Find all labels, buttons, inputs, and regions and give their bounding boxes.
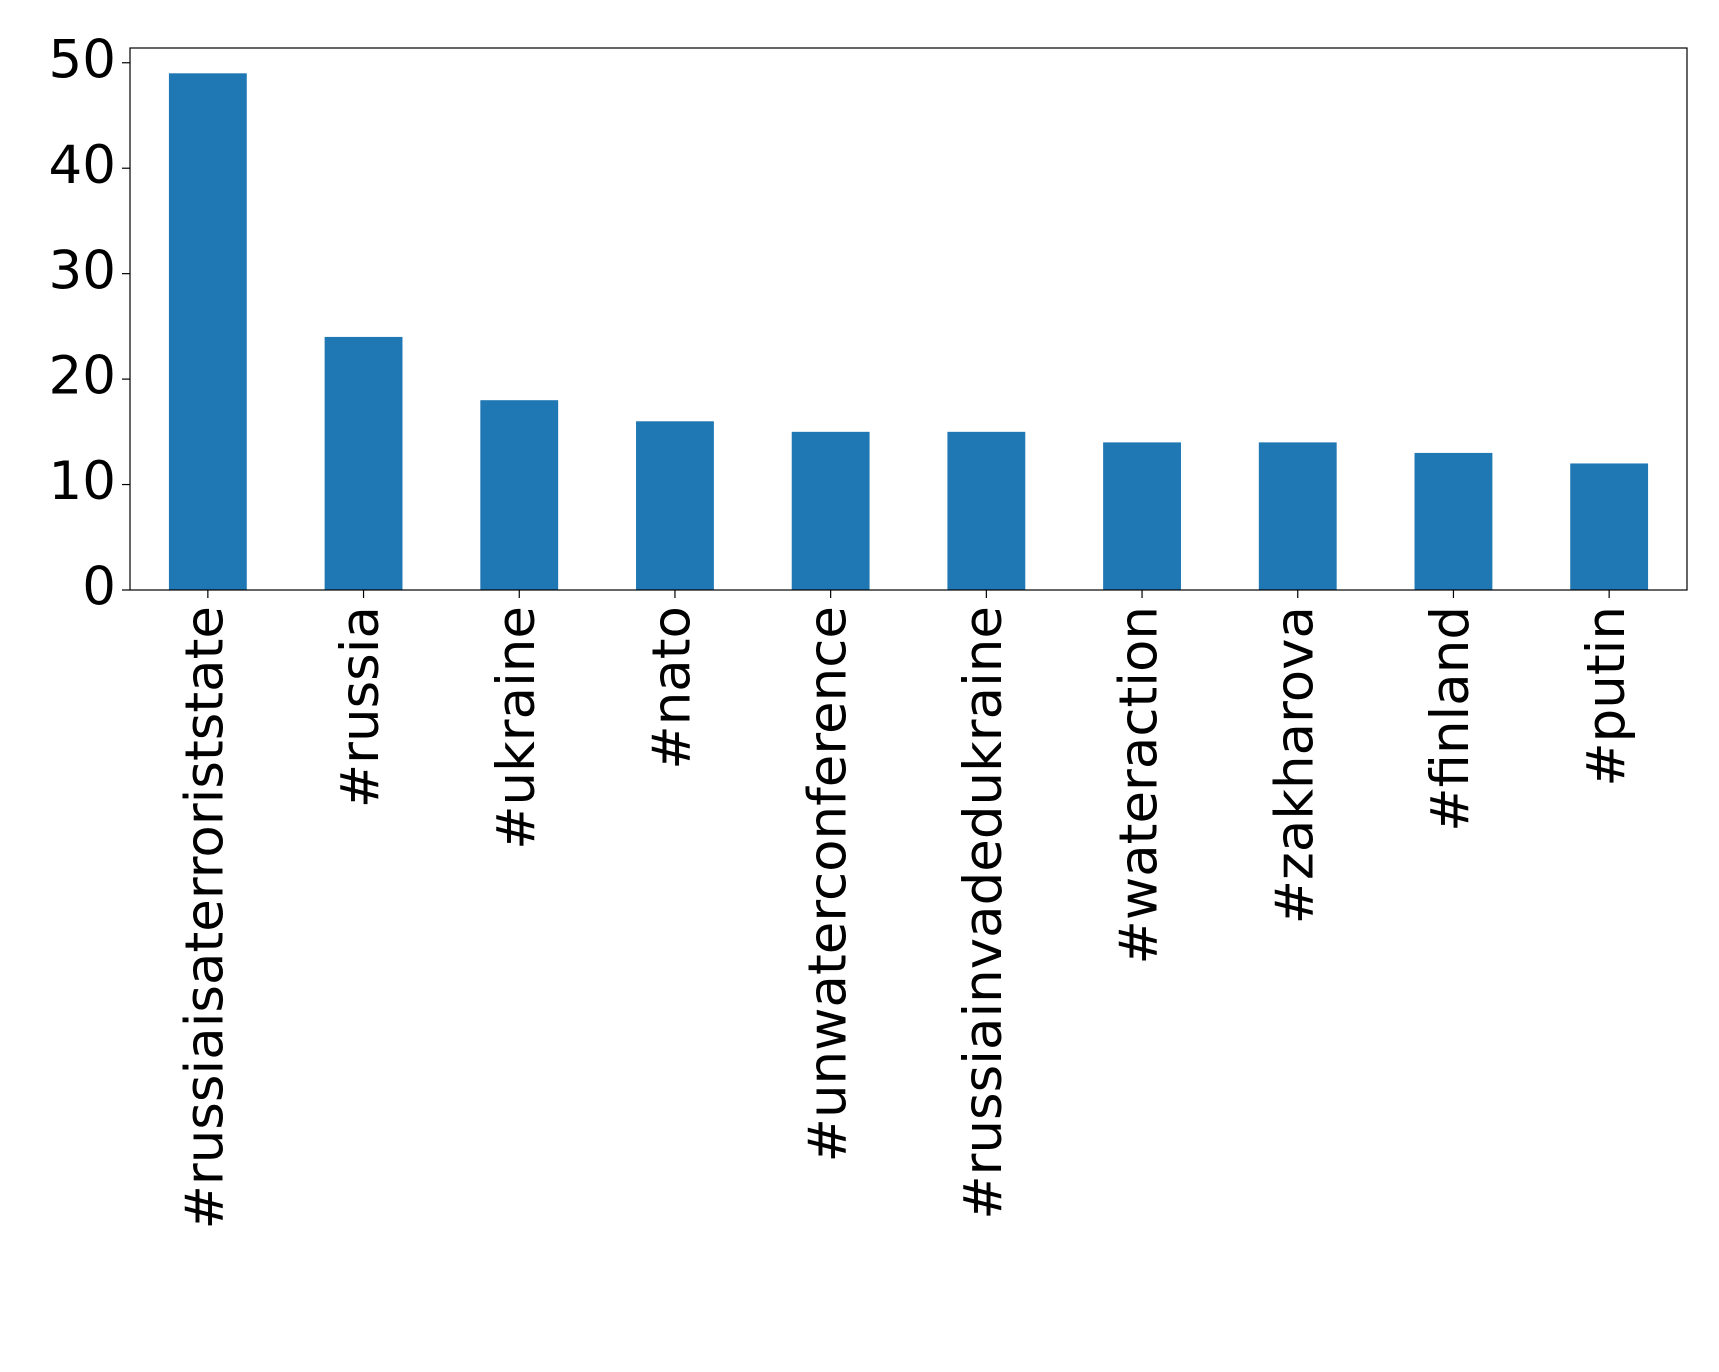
x-tick-label: #nato — [642, 606, 703, 770]
y-tick-label: 40 — [49, 135, 116, 196]
x-tick-label: #ukraine — [486, 606, 547, 850]
y-tick-label: 50 — [49, 29, 116, 90]
y-tick-label: 30 — [49, 240, 116, 301]
bar — [947, 431, 1026, 590]
x-tick-label: #zakharova — [1264, 606, 1325, 924]
x-tick-label: #russiainvadedukraine — [953, 606, 1014, 1220]
bar — [1570, 463, 1649, 590]
x-tick-label: #russia — [330, 606, 391, 808]
bar — [1258, 442, 1337, 590]
bar — [480, 400, 559, 590]
bar — [324, 336, 403, 590]
x-tick-label: #putin — [1576, 606, 1637, 787]
plot-frame — [129, 47, 1688, 591]
x-tick-label: #russiaisaterroriststate — [174, 606, 235, 1230]
y-tick-label: 20 — [49, 346, 116, 407]
bar — [636, 421, 714, 590]
y-tick-label: 10 — [49, 451, 116, 512]
x-tick-label: #finland — [1420, 606, 1481, 832]
y-tick-label: 0 — [82, 557, 116, 618]
x-tick-label: #unwaterconference — [797, 606, 858, 1162]
bar — [168, 73, 247, 591]
bar — [1103, 442, 1181, 590]
bar — [1414, 452, 1493, 590]
x-tick-label: #wateraction — [1109, 606, 1170, 965]
bar — [791, 431, 870, 590]
